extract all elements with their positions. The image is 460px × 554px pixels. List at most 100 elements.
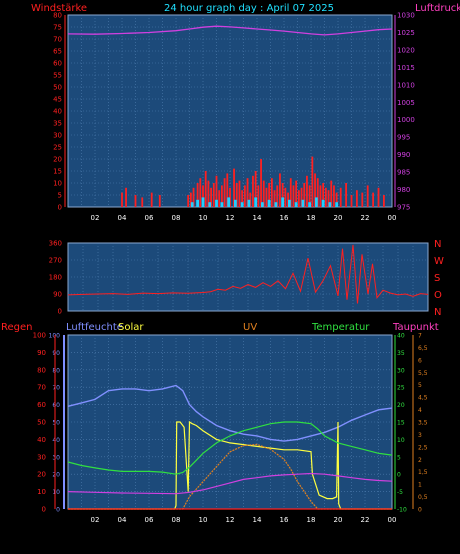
wind-speed-bar xyxy=(196,199,199,207)
wind-gust-bar xyxy=(254,171,257,207)
uv-y-tick-label: 7 xyxy=(418,333,422,340)
wind-speed-bar xyxy=(247,199,251,207)
uv-y-tick-label: 5 xyxy=(418,382,422,389)
wind-gust-bar xyxy=(361,192,364,207)
uv-y-tick-label: 6,5 xyxy=(418,345,428,352)
wind-gust-bar xyxy=(235,183,238,207)
humidity-y-tick-label: 80 xyxy=(52,367,60,374)
wind-gust-bar xyxy=(189,192,192,207)
wind-x-tick-label: 06 xyxy=(145,214,154,222)
weather-x-tick-label: 04 xyxy=(118,516,127,524)
wind-speed-bar xyxy=(294,202,298,207)
wind-y-tick-label: 10 xyxy=(53,180,62,188)
wind-gust-bar xyxy=(281,183,284,207)
uv-y-tick-label: 4,5 xyxy=(418,395,428,402)
wind-speed-bar xyxy=(227,197,231,207)
uv-y-tick-label: 2 xyxy=(418,457,422,464)
wind-gust-bar xyxy=(233,168,235,207)
wind-gust-bar xyxy=(327,190,330,207)
weather-x-tick-label: 08 xyxy=(172,516,181,524)
solar-axis-title: Solar xyxy=(118,322,144,333)
wind-speed-bar xyxy=(267,199,271,207)
weather-x-tick-label: 18 xyxy=(307,516,316,524)
uv-y-tick-label: 5,5 xyxy=(418,370,428,377)
wind-gust-bar xyxy=(212,183,215,207)
weather-x-tick-label: 06 xyxy=(145,516,154,524)
wind-gust-bar xyxy=(333,185,335,207)
wind-speed-bar xyxy=(240,202,244,207)
wind-gust-bar xyxy=(268,183,271,207)
weather-x-tick-label: 22 xyxy=(361,516,370,524)
wind-gust-bar xyxy=(215,175,218,207)
temperature-y-tick-label: 25 xyxy=(397,385,405,392)
wind-speed-bar xyxy=(215,199,218,207)
uv-y-tick-label: 0,5 xyxy=(418,494,428,501)
wind-gust-bar xyxy=(314,173,316,207)
pressure-y-tick-label: 990 xyxy=(397,151,410,159)
wind-speed-bar xyxy=(328,202,332,207)
wind-gust-bar xyxy=(289,178,292,207)
wind-gust-bar xyxy=(383,195,385,207)
direction-y-tick-label: 0 xyxy=(58,308,62,316)
wind-gust-bar xyxy=(322,183,325,207)
direction-y-tick-label: 360 xyxy=(49,240,62,248)
temperature-y-tick-label: 30 xyxy=(397,367,405,374)
wind-speed-bar xyxy=(321,199,325,207)
wind-gust-bar xyxy=(276,185,279,207)
uv-y-tick-label: 4 xyxy=(418,407,422,414)
wind-gust-bar xyxy=(335,192,338,207)
humidity-axis-title: Luftfeuchte xyxy=(66,322,123,333)
wind-y-tick-label: 0 xyxy=(58,204,62,212)
wind-gust-bar xyxy=(158,195,161,207)
wind-y-tick-label: 75 xyxy=(53,24,62,32)
wind-axis-title: Windstärke xyxy=(31,3,87,14)
wind-speed-bar xyxy=(208,202,212,207)
rain-y-tick-label: 50 xyxy=(37,419,46,427)
wind-gust-bar xyxy=(270,178,273,207)
rain-y-tick-label: 20 xyxy=(37,471,46,479)
uv-y-tick-label: 1 xyxy=(418,482,422,489)
wind-y-tick-label: 20 xyxy=(53,156,62,164)
wind-gust-bar xyxy=(279,173,281,207)
wind-x-tick-label: 04 xyxy=(118,214,127,222)
wind-speed-bar xyxy=(220,202,224,207)
weather-x-tick-label: 02 xyxy=(91,516,100,524)
compass-label: W xyxy=(434,256,444,267)
wind-x-tick-label: 02 xyxy=(91,214,100,222)
wind-gust-bar xyxy=(199,178,202,207)
wind-gust-bar xyxy=(241,190,244,207)
wind-y-tick-label: 65 xyxy=(53,48,62,56)
wind-speed-bar xyxy=(201,197,205,207)
wind-gust-bar xyxy=(316,178,319,207)
temperature-y-tick-label: 10 xyxy=(397,437,405,444)
temperature-y-tick-label: -10 xyxy=(397,507,407,514)
wind-speed-bar xyxy=(301,199,305,207)
uv-y-tick-label: 3,5 xyxy=(418,420,428,427)
wind-gust-bar xyxy=(372,192,374,207)
wind-gust-bar xyxy=(257,185,260,207)
wind-speed-bar xyxy=(281,197,285,207)
rain-y-tick-label: 70 xyxy=(37,384,46,392)
pressure-y-tick-label: 1030 xyxy=(397,12,415,20)
rain-y-tick-label: 60 xyxy=(37,401,46,409)
direction-y-tick-label: 270 xyxy=(49,257,62,265)
wind-speed-bar xyxy=(335,202,339,207)
wind-speed-bar xyxy=(261,202,264,207)
uv-y-tick-label: 2,5 xyxy=(418,444,428,451)
weather-x-tick-label: 20 xyxy=(334,516,343,524)
rain-y-tick-label: 100 xyxy=(33,332,46,340)
pressure-axis-title: Luftdruck xyxy=(415,3,460,14)
wind-gust-bar xyxy=(265,187,268,207)
temperature-y-tick-label: 20 xyxy=(397,402,405,409)
weather-x-tick-label: 00 xyxy=(388,516,397,524)
weather-x-tick-label: 14 xyxy=(253,516,262,524)
wind-gust-bar xyxy=(300,187,303,207)
rain-y-tick-label: 40 xyxy=(37,436,46,444)
wind-gust-bar xyxy=(141,197,144,207)
wind-gust-bar xyxy=(308,185,311,207)
humidity-y-tick-label: 70 xyxy=(52,385,60,392)
temperature-y-tick-label: 5 xyxy=(397,454,401,461)
wind-y-tick-label: 40 xyxy=(53,108,62,116)
rain-y-tick-label: 90 xyxy=(37,349,46,357)
wind-gust-bar xyxy=(339,187,342,207)
